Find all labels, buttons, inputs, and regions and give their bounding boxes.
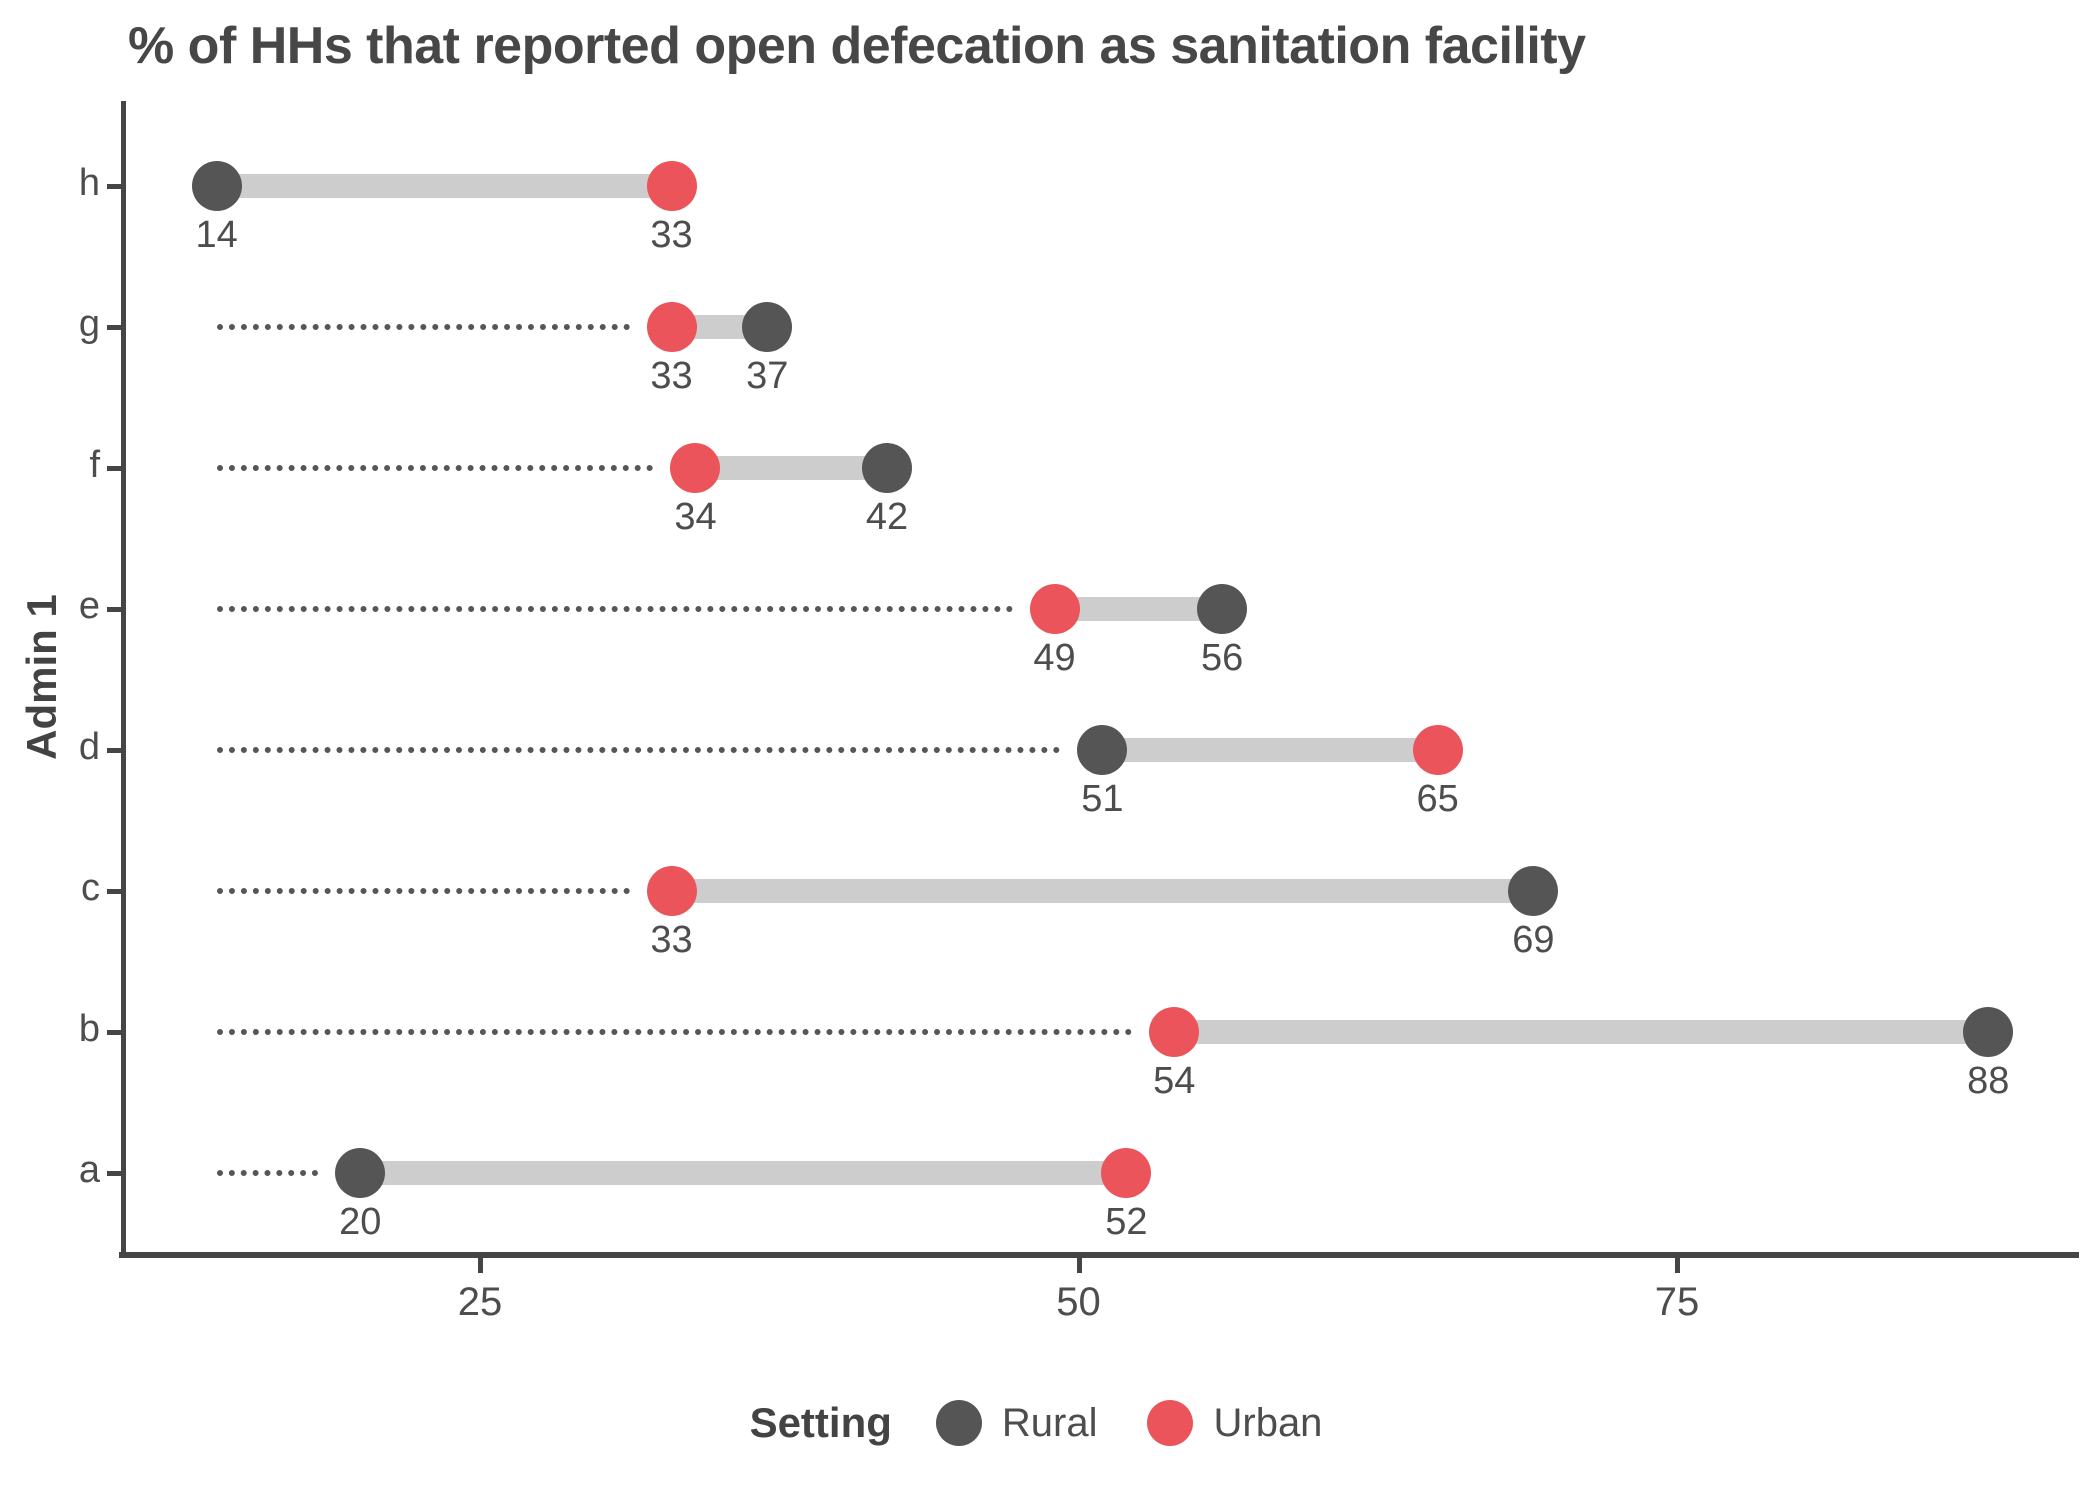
data-point-urban (646, 302, 697, 352)
x-axis-tick (1076, 1258, 1082, 1273)
x-axis-tick (478, 1258, 483, 1273)
value-label: 88 (1967, 1060, 2010, 1102)
category-label: d (78, 726, 100, 768)
category-label: h (78, 162, 100, 204)
value-label: 14 (195, 214, 238, 256)
y-axis-tick (107, 1171, 121, 1176)
value-label: 56 (1200, 637, 1244, 679)
connector-band (360, 1161, 1127, 1185)
legend-dot-urban (1147, 1400, 1194, 1446)
data-point-rural (335, 1148, 386, 1198)
y-axis-tick (107, 184, 121, 189)
legend-label: Urban (1213, 1400, 1323, 1445)
data-point-rural (1508, 866, 1559, 916)
chart-title: % of HHs that reported open defecation a… (128, 17, 1586, 75)
x-axis-tick-label: 50 (1056, 1280, 1101, 1324)
data-point-urban (1149, 1007, 1200, 1057)
data-point-rural (1197, 584, 1248, 634)
leader-dotted-line (216, 888, 630, 894)
category-label: c (81, 867, 100, 909)
value-label: 65 (1416, 778, 1459, 820)
value-label: 33 (650, 919, 693, 961)
y-axis-tick (107, 1030, 121, 1035)
leader-dotted-line (216, 1170, 319, 1176)
leader-dotted-line (216, 747, 1061, 753)
data-point-rural (742, 302, 793, 352)
legend-entry-rural: Rural (935, 1400, 1098, 1446)
legend-entry-urban: Urban (1147, 1400, 1322, 1446)
data-point-urban (1412, 725, 1463, 775)
data-point-urban (1029, 584, 1080, 634)
category-label: e (78, 585, 100, 627)
data-point-urban (1101, 1148, 1152, 1198)
data-point-urban (646, 866, 697, 916)
legend: Setting Rural Urban (0, 1383, 2100, 1463)
value-label: 20 (339, 1201, 382, 1243)
data-point-rural (861, 443, 912, 493)
data-point-rural (1963, 1007, 2014, 1057)
value-label: 34 (674, 496, 717, 538)
value-label: 33 (650, 214, 693, 256)
x-axis-tick-label: 25 (457, 1280, 503, 1324)
category-label: b (78, 1008, 100, 1050)
connector-band (695, 456, 887, 480)
leader-dotted-line (216, 606, 1013, 612)
data-point-urban (646, 161, 697, 211)
y-axis-tick (107, 607, 121, 612)
data-point-rural (1077, 725, 1128, 775)
leader-dotted-line (216, 1029, 1133, 1035)
y-axis-tick (107, 889, 121, 894)
value-label: 54 (1153, 1060, 1196, 1102)
connector-band (1102, 738, 1438, 762)
leader-dotted-line (216, 465, 654, 471)
value-label: 33 (650, 355, 693, 397)
connector-band (216, 174, 672, 198)
y-axis-tick (107, 325, 121, 330)
leader-dotted-line (216, 324, 630, 330)
connector-band (1174, 1020, 1989, 1044)
x-axis-line (119, 1252, 2079, 1258)
value-label: 52 (1105, 1201, 1148, 1243)
x-axis-tick (1675, 1258, 1680, 1273)
value-label: 51 (1081, 778, 1124, 820)
category-label: a (78, 1149, 100, 1191)
legend-label: Rural (1001, 1400, 1098, 1445)
connector-band (671, 879, 1534, 903)
legend-dot-rural (935, 1400, 982, 1446)
value-label: 69 (1512, 919, 1555, 961)
y-axis-tick (107, 466, 121, 471)
x-axis-tick-label: 75 (1654, 1280, 1700, 1324)
data-point-urban (670, 443, 721, 493)
y-axis-line (121, 101, 126, 1258)
category-label: g (78, 303, 100, 345)
y-axis-tick (107, 748, 121, 753)
data-point-rural (191, 161, 242, 211)
value-label: 37 (746, 355, 789, 397)
legend-title: Setting (749, 1399, 892, 1446)
value-label: 49 (1033, 637, 1076, 679)
connector-band (1054, 597, 1223, 621)
category-label: f (89, 444, 100, 486)
value-label: 42 (865, 496, 909, 538)
